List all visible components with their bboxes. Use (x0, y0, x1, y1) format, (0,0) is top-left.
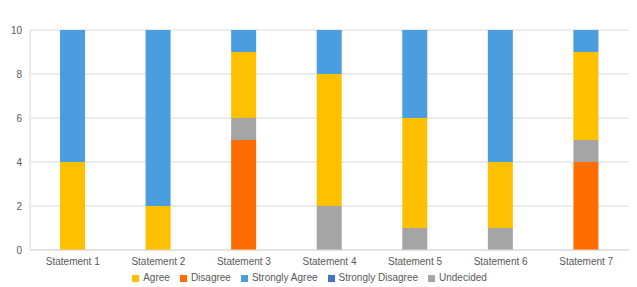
svg-text:Statement 4: Statement 4 (303, 256, 357, 267)
svg-text:0: 0 (16, 245, 22, 256)
svg-text:Statement 5: Statement 5 (388, 256, 442, 267)
svg-text:Statement 3: Statement 3 (217, 256, 271, 267)
svg-text:Statement 1: Statement 1 (46, 256, 100, 267)
svg-text:Statement 6: Statement 6 (474, 256, 528, 267)
html-text:Strongly Disagree: Strongly Disagree (338, 272, 418, 283)
html-text:Undecided: Undecided (439, 272, 487, 283)
svg-text:Statement 2: Statement 2 (131, 256, 185, 267)
svg-text:8: 8 (16, 69, 22, 80)
html-text:Agree: Agree (143, 272, 170, 283)
svg-text:6: 6 (16, 113, 22, 124)
svg-text:10: 10 (11, 25, 23, 36)
svg-text:Statement 7: Statement 7 (559, 256, 613, 267)
html-text:Strongly Agree: Strongly Agree (251, 272, 318, 283)
svg-text:2: 2 (16, 201, 22, 212)
html-text:Disagree: Disagree (190, 272, 231, 283)
svg-text:4: 4 (16, 157, 22, 168)
